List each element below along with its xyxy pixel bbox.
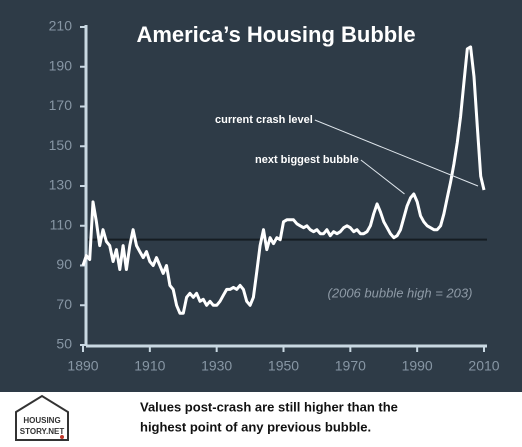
logo: HOUSING STORY.NET (15, 394, 69, 441)
annotation-line (360, 159, 405, 195)
logo-dot (60, 435, 64, 439)
x-tick-label: 1990 (402, 358, 433, 374)
annotation: next biggest bubble (255, 154, 359, 166)
x-tick-label: 1890 (67, 358, 98, 374)
caption: highest point of any previous bubble. (140, 419, 371, 434)
chart-title: America’s Housing Bubble (136, 22, 415, 47)
y-tick-label: 110 (50, 216, 73, 232)
annotation: current crash level (215, 114, 313, 126)
y-tick-label: 130 (49, 177, 73, 193)
x-tick-label: 2010 (468, 358, 499, 374)
note: (2006 bubble high = 203) (328, 285, 473, 300)
y-tick-label: 70 (56, 296, 72, 312)
y-tick-label: 150 (49, 137, 73, 153)
logo-text: HOUSING (23, 416, 60, 425)
y-tick-label: 50 (56, 336, 72, 352)
logo-house (15, 394, 69, 441)
y-tick-label: 190 (49, 57, 73, 73)
logo-text: STORY.NET (20, 427, 65, 436)
data-line (81, 45, 486, 315)
x-tick-label: 1910 (134, 358, 165, 374)
annotation-line (314, 119, 479, 187)
y-tick-label: 90 (56, 256, 72, 272)
caption: Values post-crash are still higher than … (140, 399, 398, 414)
y-tick-label: 210 (49, 18, 73, 34)
y-tick-label: 170 (49, 97, 73, 113)
x-tick-label: 1930 (201, 358, 232, 374)
x-tick-label: 1970 (335, 358, 366, 374)
x-tick-label: 1950 (268, 358, 299, 374)
chart-background (0, 0, 522, 392)
